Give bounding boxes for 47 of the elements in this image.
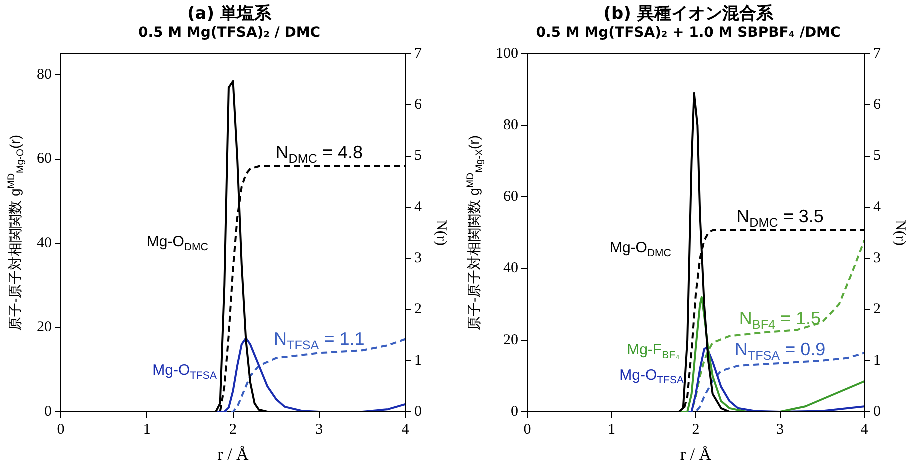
y2-tick-label: 1 (874, 352, 881, 369)
y2-tick-label: 6 (874, 97, 882, 114)
y2-tick-label: 5 (874, 148, 881, 164)
y-tick-label: 40 (37, 235, 52, 252)
chart-subtitle: 0.5 M Mg(TFSA)₂ / DMC (137, 24, 322, 42)
chart-subtitle: 0.5 M Mg(TFSA)₂ + 1.0 M SBPBF₄ /DMC (535, 24, 842, 42)
y-tick-label: 80 (504, 118, 518, 134)
y-tick-label: 20 (504, 332, 518, 348)
x-tick-label: 3 (776, 422, 784, 438)
y2-tick-label: 0 (414, 404, 422, 420)
y-tick-label: 20 (37, 320, 52, 336)
y2-axis-title: N(r) (892, 220, 908, 246)
x-tick-label: 0 (524, 422, 532, 438)
y2-tick-label: 1 (414, 352, 422, 369)
x-axis-title: r / Å (680, 445, 712, 464)
x-tick-label: 3 (316, 422, 324, 438)
x-tick-label: 2 (692, 422, 700, 438)
chart-title: (a) 単塩系 (186, 4, 272, 24)
y-axis-title: 原子-原子対相関関数 gMDMg-O(r) (6, 134, 26, 332)
y-tick-label: 80 (37, 66, 52, 83)
y-tick-label: 40 (504, 260, 518, 277)
x-tick-label: 4 (860, 422, 869, 438)
y2-tick-label: 5 (414, 148, 422, 164)
chart-title: (b) 異種イオン混合系 (602, 4, 774, 24)
x-tick-label: 0 (57, 422, 65, 438)
y-axis-title: 原子-原子対相関関数 gMDMg-X(r) (465, 136, 486, 330)
y-tick-label: 60 (504, 189, 518, 206)
x-axis-title: r / Å (218, 445, 250, 464)
y-tick-label: 0 (44, 404, 52, 420)
y-tick-label: 100 (496, 46, 518, 62)
y2-tick-label: 6 (414, 97, 422, 114)
y2-tick-label: 0 (874, 404, 881, 420)
y2-axis-title: N(r) (433, 220, 449, 246)
y2-tick-label: 4 (414, 199, 422, 216)
y2-tick-label: 2 (874, 302, 881, 318)
y2-tick-label: 7 (874, 46, 882, 62)
y-tick-label: 60 (37, 151, 52, 168)
y2-tick-label: 4 (874, 199, 882, 216)
y2-tick-label: 3 (414, 250, 422, 267)
y2-tick-label: 2 (414, 302, 422, 318)
x-tick-label: 1 (143, 422, 151, 438)
y2-tick-label: 3 (874, 250, 881, 267)
y-tick-label: 0 (511, 404, 518, 420)
x-tick-label: 1 (608, 422, 616, 438)
x-tick-label: 2 (230, 422, 237, 438)
x-tick-label: 4 (402, 422, 410, 438)
y2-tick-label: 7 (414, 46, 422, 62)
